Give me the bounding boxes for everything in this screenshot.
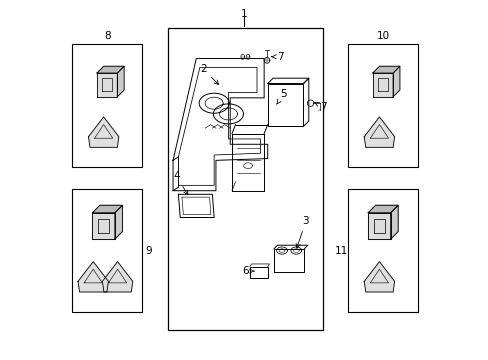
Text: 4: 4 [173, 171, 187, 195]
Polygon shape [364, 262, 394, 292]
Bar [347, 189, 417, 312]
Polygon shape [115, 205, 122, 239]
Polygon shape [367, 213, 390, 239]
Text: 11: 11 [334, 246, 347, 256]
Polygon shape [364, 117, 394, 147]
Polygon shape [97, 66, 124, 73]
Polygon shape [392, 66, 399, 97]
Polygon shape [372, 66, 399, 73]
Bar [347, 44, 417, 167]
Bar [167, 28, 323, 330]
Polygon shape [78, 262, 108, 292]
Bar [267, 84, 303, 126]
Text: 1: 1 [241, 9, 247, 19]
Polygon shape [88, 117, 119, 147]
Polygon shape [92, 205, 122, 213]
Polygon shape [372, 73, 392, 97]
Text: 2: 2 [200, 64, 218, 85]
Polygon shape [102, 262, 133, 292]
Text: 3: 3 [296, 216, 308, 248]
Text: 10: 10 [376, 31, 388, 41]
Bar [72, 189, 142, 312]
Polygon shape [390, 205, 397, 239]
Bar [249, 267, 267, 278]
Text: 9: 9 [145, 246, 151, 256]
Text: 5: 5 [276, 89, 286, 104]
Polygon shape [367, 205, 397, 213]
Bar [273, 249, 304, 272]
Text: 8: 8 [103, 31, 110, 41]
Polygon shape [97, 73, 117, 97]
Text: 6: 6 [242, 266, 254, 276]
Polygon shape [117, 66, 124, 97]
Polygon shape [92, 213, 115, 239]
Text: 7: 7 [271, 52, 283, 62]
Text: 7: 7 [314, 102, 325, 112]
Bar [72, 44, 142, 167]
